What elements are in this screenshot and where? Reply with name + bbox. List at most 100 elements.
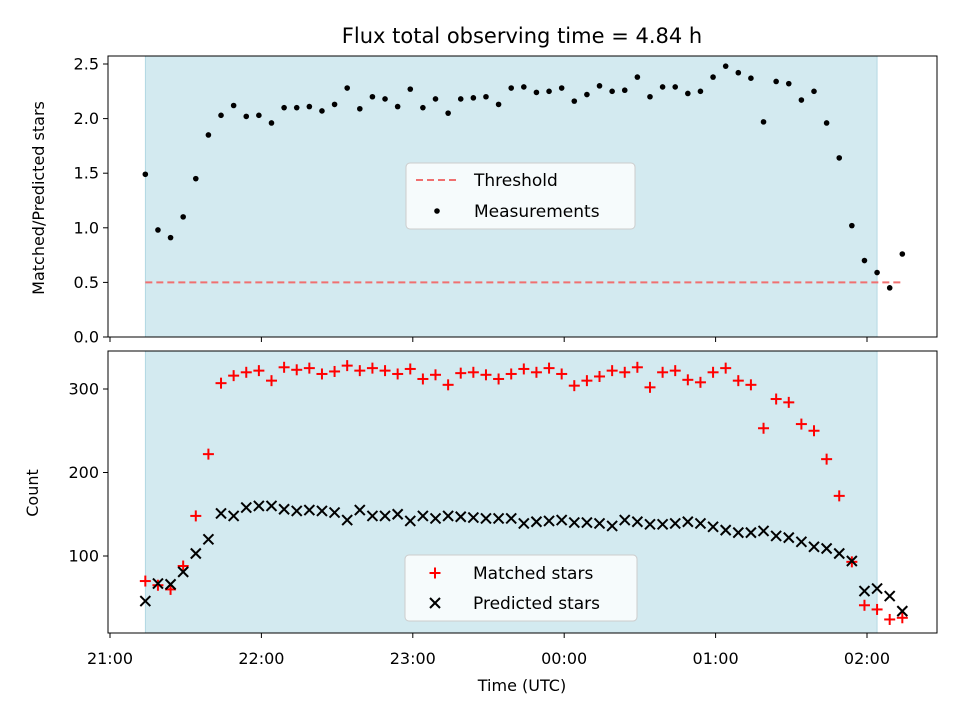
measurement-point (533, 89, 540, 96)
predicted-star-point (846, 555, 858, 567)
y-tick-label: 0.5 (74, 273, 99, 292)
matched-star-point (821, 453, 833, 465)
measurement-point (243, 113, 250, 120)
matched-star-point (215, 377, 227, 389)
matched-star-point (884, 613, 896, 625)
predicted-star-point (606, 520, 618, 532)
matched-star-point (694, 376, 706, 388)
measurement-point (457, 96, 464, 102)
measurement-point (167, 234, 174, 241)
measurement-point (647, 93, 653, 100)
measurement-point (735, 69, 742, 76)
matched-star-point (341, 360, 353, 372)
measurement-point (621, 87, 628, 94)
measurement-point (382, 96, 388, 102)
matched-star-point (329, 365, 341, 377)
predicted-star-point (202, 533, 215, 546)
matched-star-point (152, 579, 164, 591)
legend-box (405, 162, 636, 230)
predicted-star-point (253, 500, 265, 512)
measurement-point (268, 120, 275, 126)
measurement-point (874, 269, 880, 276)
measurement-point (672, 84, 679, 90)
predicted-star-point (518, 517, 530, 530)
measurement-point (685, 90, 691, 97)
measurement-point (256, 112, 262, 119)
predicted-star-point (568, 516, 580, 529)
predicted-star-point (732, 526, 745, 539)
matched-star-point (581, 375, 593, 387)
measurement-point (773, 78, 779, 85)
predicted-star-point (682, 516, 694, 528)
measurement-point (407, 86, 414, 92)
matched-star-point (354, 365, 366, 377)
matched-star-point (682, 374, 694, 386)
predicted-star-point (858, 585, 871, 597)
predicted-star-point (795, 536, 808, 548)
matched-star-point (455, 367, 467, 379)
measurement-point (659, 84, 666, 90)
predicted-star-point (227, 510, 240, 522)
predicted-star-point (581, 516, 593, 529)
measurement-point (546, 88, 552, 95)
matched-star-point (467, 366, 479, 378)
matched-star-point (518, 363, 530, 375)
matched-star-point (795, 418, 807, 430)
predicted-star-point (328, 506, 341, 519)
y-tick-label: 300 (68, 380, 99, 399)
predicted-star-point (152, 577, 164, 590)
measurement-point (180, 214, 186, 220)
predicted-star-point (707, 521, 719, 533)
predicted-star-point (429, 512, 442, 525)
matched-star-point (366, 362, 378, 374)
matched-star-point (858, 599, 870, 611)
predicted-star-point (593, 517, 606, 530)
measurement-point (281, 104, 287, 111)
top-legend: Threshold Measurements (405, 162, 636, 230)
legend-measurement-swatch (434, 208, 440, 214)
predicted-star-point (341, 514, 353, 526)
predicted-star-point (278, 503, 290, 515)
legend-matched-swatch (429, 567, 441, 579)
predicted-star-point (467, 511, 480, 524)
predicted-star-point (820, 542, 833, 555)
matched-star-point (505, 368, 517, 380)
top-panel: 0.0 0.5 1.0 1.5 2.0 2.5 Threshold Measurements (74, 55, 938, 347)
matched-star-point (732, 375, 744, 387)
matched-star-point (556, 368, 568, 380)
matched-star-point (493, 373, 505, 385)
measurement-point (470, 95, 477, 101)
matched-star-point (619, 366, 631, 378)
predicted-star-point (480, 512, 492, 525)
measurement-point (192, 175, 199, 182)
measurement-point (697, 88, 704, 95)
measurement-point (849, 222, 855, 229)
matched-star-point (430, 369, 442, 381)
measurement-point (432, 96, 439, 102)
matched-star-point (657, 366, 669, 378)
bottom-legend: Matched stars Predicted stars (404, 554, 638, 622)
matched-star-point (379, 365, 391, 377)
measurement-point (319, 108, 325, 114)
measurement-point (634, 74, 641, 80)
matched-star-point (808, 425, 820, 437)
matched-star-point (316, 368, 328, 380)
measurement-point (571, 98, 578, 104)
matched-star-point (783, 396, 795, 408)
predicted-star-point (896, 605, 909, 617)
predicted-star-point (631, 516, 644, 528)
measurement-point (861, 257, 868, 264)
matched-star-point (190, 510, 202, 522)
matched-star-point (669, 365, 681, 377)
predicted-star-point (291, 505, 303, 517)
measurement-point (230, 102, 237, 109)
x-tick-label: 21:00 (87, 649, 133, 668)
matched-star-point (833, 490, 845, 502)
measurement-point (760, 119, 767, 125)
predicted-star-point (719, 524, 732, 536)
measurement-point (811, 88, 817, 95)
y-tick-label: 100 (68, 547, 99, 566)
chart-title: Flux total observing time = 4.84 h (342, 24, 702, 48)
predicted-star-point (530, 516, 543, 528)
